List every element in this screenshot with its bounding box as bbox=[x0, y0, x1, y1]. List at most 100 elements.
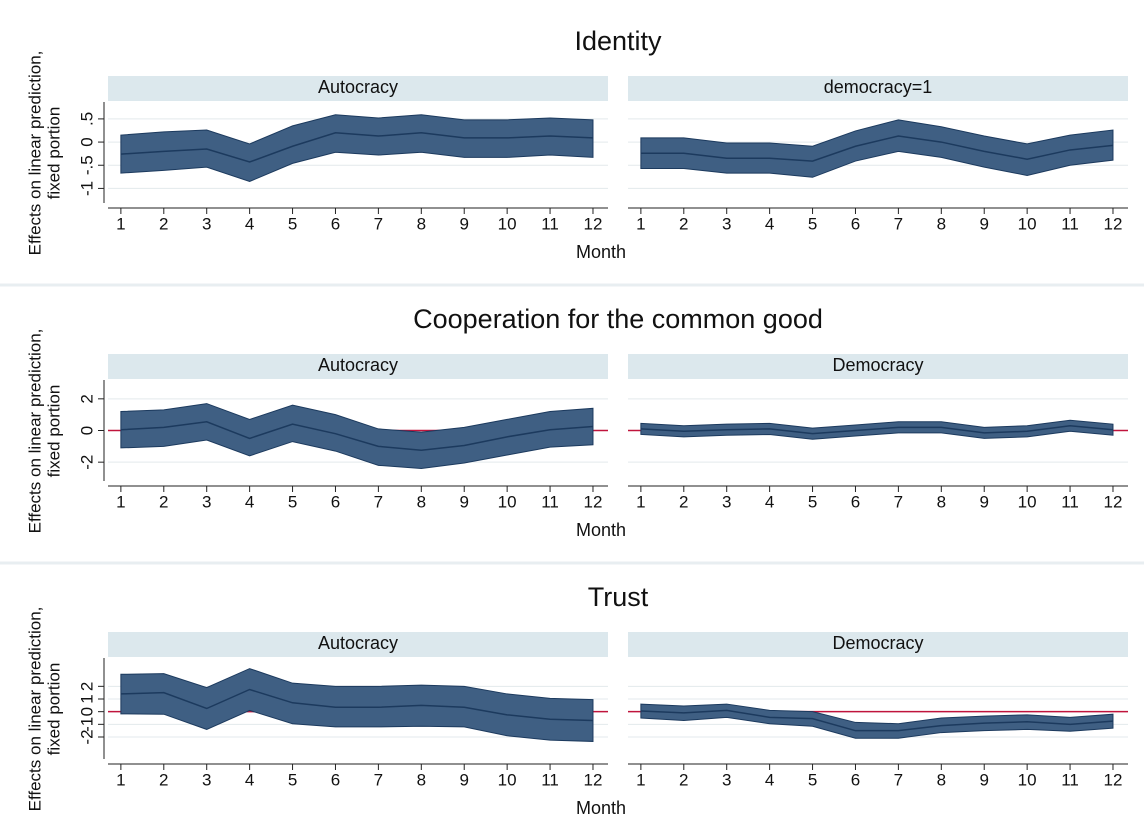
y-tick-label: -1 bbox=[77, 181, 96, 196]
x-tick-label: 2 bbox=[159, 214, 168, 233]
x-tick-label: 11 bbox=[541, 770, 559, 789]
x-tick-label: 7 bbox=[894, 770, 903, 789]
x-tick-label: 11 bbox=[1061, 492, 1079, 511]
x-tick-label: 7 bbox=[374, 492, 383, 511]
x-tick-label: 4 bbox=[245, 492, 254, 511]
panel-strip bbox=[108, 632, 608, 657]
x-tick-label: 3 bbox=[202, 770, 211, 789]
y-axis-label: fixed portion bbox=[44, 385, 63, 478]
x-tick-label: 3 bbox=[722, 770, 731, 789]
y-tick-label: .5 bbox=[77, 112, 96, 126]
x-tick-label: 8 bbox=[937, 770, 946, 789]
y-axis-label: Effects on linear prediction, bbox=[25, 607, 44, 812]
confidence-band bbox=[120, 403, 594, 470]
x-tick-label: 11 bbox=[541, 214, 559, 233]
x-axis-label: Month bbox=[576, 798, 626, 814]
x-tick-label: 3 bbox=[202, 214, 211, 233]
x-tick-label: 4 bbox=[245, 770, 254, 789]
y-tick-label: -2 bbox=[77, 729, 96, 744]
x-tick-label: 12 bbox=[584, 214, 603, 233]
x-tick-label: 10 bbox=[498, 492, 517, 511]
panel-title: Democracy bbox=[832, 633, 923, 653]
x-tick-label: 10 bbox=[1018, 770, 1037, 789]
panel-strip bbox=[628, 76, 1128, 101]
x-tick-label: 6 bbox=[851, 770, 860, 789]
x-tick-label: 6 bbox=[851, 492, 860, 511]
y-axis-label: Effects on linear prediction, bbox=[25, 51, 44, 256]
x-tick-label: 1 bbox=[636, 214, 645, 233]
x-tick-label: 11 bbox=[541, 492, 559, 511]
x-tick-label: 8 bbox=[937, 492, 946, 511]
x-tick-label: 11 bbox=[1061, 770, 1079, 789]
x-tick-label: 6 bbox=[331, 770, 340, 789]
y-tick-label: -2 bbox=[77, 455, 96, 470]
x-tick-label: 6 bbox=[851, 214, 860, 233]
x-tick-label: 1 bbox=[116, 492, 125, 511]
x-tick-label: 9 bbox=[979, 770, 988, 789]
x-tick-label: 10 bbox=[1018, 492, 1037, 511]
x-tick-label: 6 bbox=[331, 492, 340, 511]
estimate-line bbox=[640, 135, 1114, 162]
row-title: Cooperation for the common good bbox=[413, 304, 823, 334]
panel-title: Autocracy bbox=[318, 77, 398, 97]
confidence-band bbox=[640, 119, 1114, 178]
y-tick-label: 0 bbox=[77, 426, 96, 435]
x-tick-label: 3 bbox=[722, 214, 731, 233]
x-axis-label: Month bbox=[576, 520, 626, 540]
confidence-band bbox=[640, 419, 1114, 440]
x-tick-label: 9 bbox=[459, 214, 468, 233]
x-tick-label: 5 bbox=[808, 214, 817, 233]
x-tick-label: 10 bbox=[498, 214, 517, 233]
x-axis-label: Month bbox=[576, 242, 626, 262]
x-tick-label: 7 bbox=[894, 492, 903, 511]
y-tick-label: 0 bbox=[77, 707, 96, 716]
estimate-line bbox=[640, 424, 1114, 435]
x-tick-label: 3 bbox=[722, 492, 731, 511]
x-tick-label: 12 bbox=[1104, 492, 1123, 511]
y-tick-label: -.5 bbox=[77, 155, 96, 175]
x-tick-label: 5 bbox=[288, 492, 297, 511]
x-tick-label: 4 bbox=[245, 214, 254, 233]
x-tick-label: 4 bbox=[765, 770, 774, 789]
panel-title: Democracy bbox=[832, 355, 923, 375]
y-tick-label: -1 bbox=[77, 717, 96, 732]
x-tick-label: 3 bbox=[202, 492, 211, 511]
x-tick-label: 10 bbox=[1018, 214, 1037, 233]
x-tick-label: 5 bbox=[808, 492, 817, 511]
row-title: Identity bbox=[574, 26, 662, 56]
confidence-band bbox=[640, 703, 1114, 739]
y-axis-label: Effects on linear prediction, bbox=[25, 329, 44, 534]
y-axis-label: fixed portion bbox=[44, 663, 63, 756]
panel-title: Autocracy bbox=[318, 355, 398, 375]
y-tick-label: 1 bbox=[77, 694, 96, 703]
y-tick-label: 2 bbox=[77, 682, 96, 691]
x-tick-label: 8 bbox=[417, 770, 426, 789]
x-tick-label: 2 bbox=[159, 492, 168, 511]
x-tick-label: 12 bbox=[1104, 214, 1123, 233]
x-tick-label: 2 bbox=[159, 770, 168, 789]
x-tick-label: 5 bbox=[288, 770, 297, 789]
x-tick-label: 9 bbox=[459, 770, 468, 789]
x-tick-label: 1 bbox=[636, 492, 645, 511]
x-tick-label: 6 bbox=[331, 214, 340, 233]
x-tick-label: 2 bbox=[679, 492, 688, 511]
x-tick-label: 2 bbox=[679, 214, 688, 233]
x-tick-label: 2 bbox=[679, 770, 688, 789]
x-tick-label: 9 bbox=[979, 492, 988, 511]
y-axis-label: fixed portion bbox=[44, 107, 63, 200]
panel-strip bbox=[108, 76, 608, 101]
x-tick-label: 8 bbox=[417, 492, 426, 511]
x-tick-label: 1 bbox=[116, 770, 125, 789]
row-title: Trust bbox=[588, 582, 649, 612]
panel-title: democracy=1 bbox=[824, 77, 933, 97]
x-tick-label: 9 bbox=[979, 214, 988, 233]
estimate-line bbox=[120, 421, 594, 452]
x-tick-label: 5 bbox=[288, 214, 297, 233]
x-tick-label: 7 bbox=[894, 214, 903, 233]
x-tick-label: 12 bbox=[584, 492, 603, 511]
confidence-band bbox=[120, 114, 594, 182]
x-tick-label: 7 bbox=[374, 770, 383, 789]
y-tick-label: 2 bbox=[77, 394, 96, 403]
